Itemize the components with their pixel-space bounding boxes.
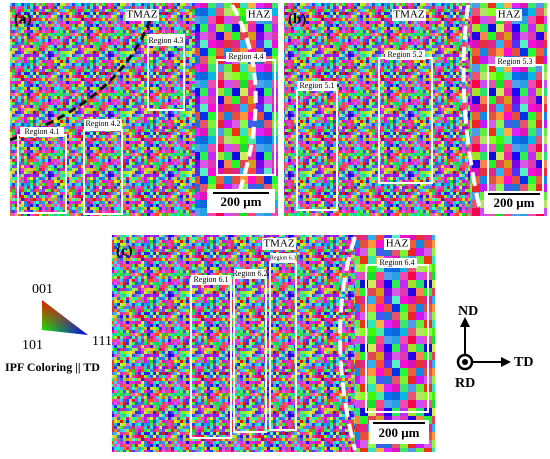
axis-label: RD: [455, 376, 475, 391]
zone-bg: [125, 9, 159, 21]
scale-bar: 200 μm: [379, 425, 420, 440]
region-label: Region 5.3: [497, 57, 532, 66]
region-label: Region 5.2: [387, 50, 422, 59]
haz-c: [355, 235, 435, 452]
legend-caption: IPF Coloring || TD: [5, 360, 100, 374]
scale-bar: 200 μm: [221, 194, 262, 209]
region-box: [83, 129, 123, 215]
region-box: [147, 34, 185, 111]
panel-label: (c): [116, 243, 133, 259]
region-label: Region 6.2: [232, 269, 267, 278]
haz-b: [470, 3, 547, 216]
zone-label: TMAZ: [393, 9, 424, 21]
zone-label: TMAZ: [126, 9, 157, 21]
legend-label: 001: [32, 282, 53, 297]
boundary: [230, 4, 258, 191]
legend-label: 101: [22, 338, 43, 353]
zone-label: HAZ: [386, 238, 409, 250]
region-label: Region 4.4: [228, 52, 263, 61]
region-label: Region 4.2: [85, 119, 120, 128]
axis-label: TD: [514, 355, 533, 370]
scale-bar: 200 μm: [494, 195, 535, 210]
haz-a: [195, 3, 278, 216]
axis-label: ND: [458, 304, 478, 319]
boundary: [338, 236, 357, 451]
boundary: [461, 4, 482, 211]
region-label: Region 6.3: [270, 255, 296, 261]
region-label: Region 5.1: [299, 81, 334, 90]
region-label: Region 6.1: [193, 275, 228, 284]
region-label: Region 4.1: [24, 127, 59, 136]
zone-label: HAZ: [248, 9, 271, 21]
zone-bg: [246, 9, 272, 21]
legend-label: 111: [92, 334, 112, 349]
region-label: Region 6.4: [379, 258, 414, 267]
region-label: Region 4.3: [148, 36, 183, 45]
zone-label: HAZ: [498, 9, 521, 21]
panel-label: (a): [14, 11, 32, 27]
zone-label: TMAZ: [263, 238, 294, 250]
panel-label: (b): [288, 11, 306, 27]
